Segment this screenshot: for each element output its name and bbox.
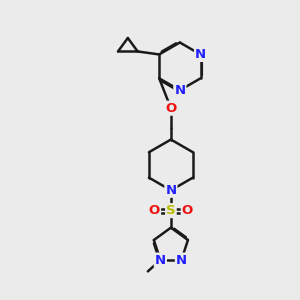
Text: S: S: [166, 204, 176, 217]
Text: O: O: [149, 204, 160, 217]
Text: N: N: [195, 48, 206, 61]
Text: O: O: [165, 102, 176, 115]
Text: O: O: [182, 204, 193, 217]
Text: N: N: [155, 254, 166, 267]
Text: N: N: [174, 84, 185, 97]
Text: N: N: [165, 184, 176, 197]
Text: N: N: [176, 254, 187, 267]
